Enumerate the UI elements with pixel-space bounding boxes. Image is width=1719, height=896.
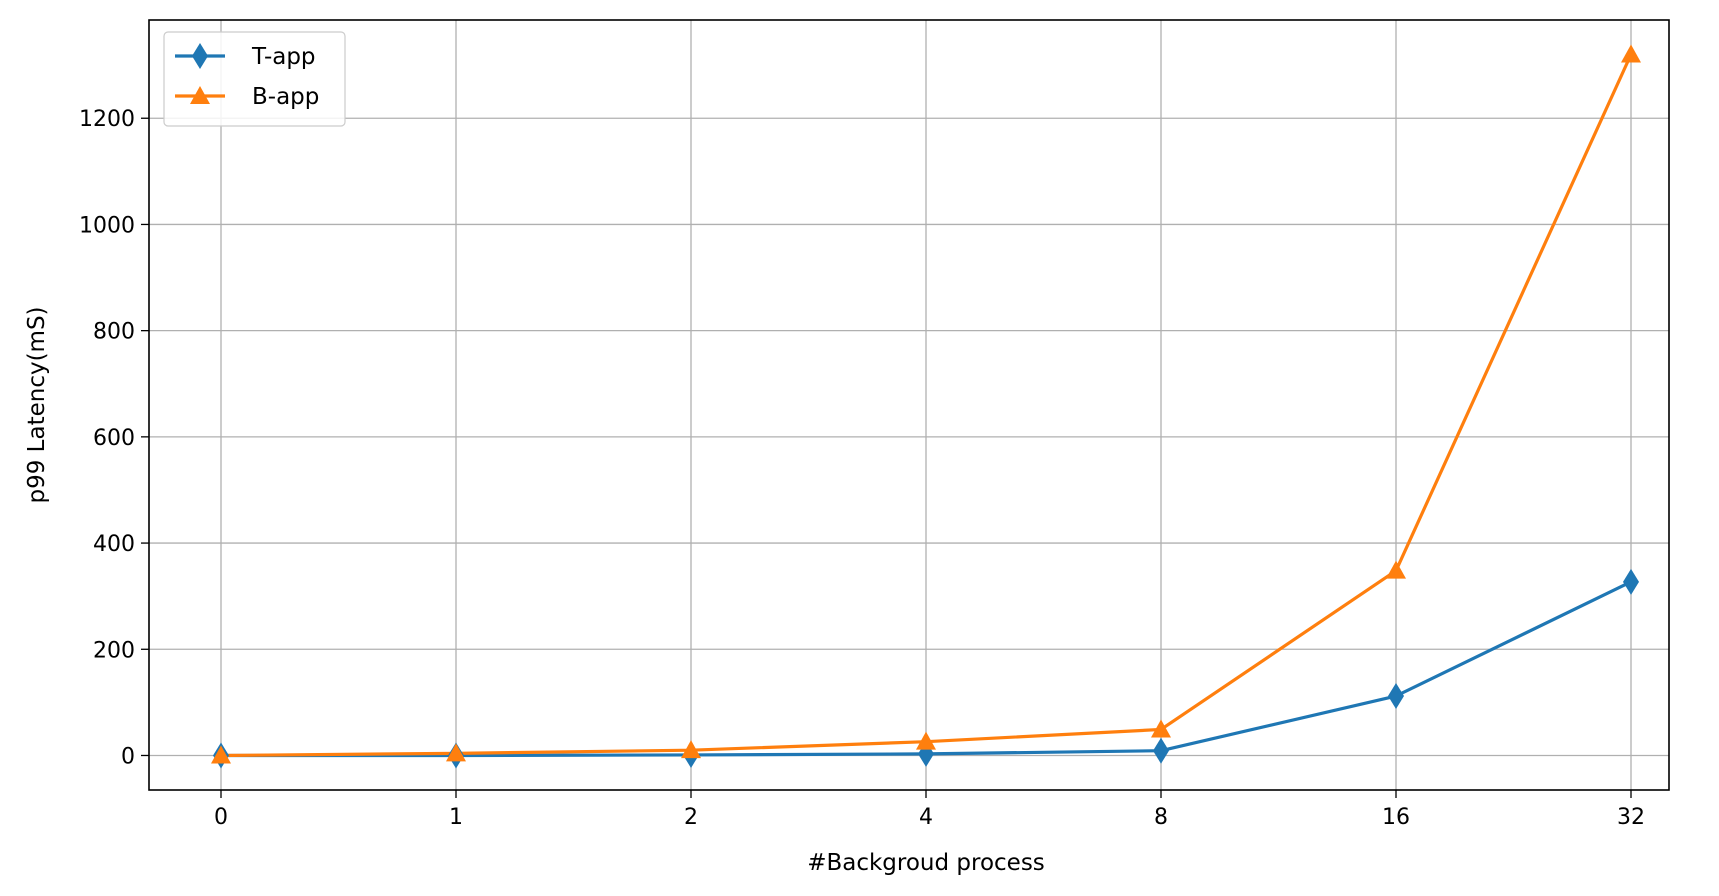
x-tick-label: 16	[1382, 805, 1410, 830]
b-app-data-point	[1386, 560, 1406, 579]
b-app-data-point	[446, 743, 466, 762]
x-tick-label: 1	[449, 805, 463, 830]
x-tick-label: 8	[1154, 805, 1168, 830]
b-app-data-point	[1151, 719, 1171, 738]
series-markers	[211, 44, 1641, 769]
b-app-data-point	[211, 745, 231, 764]
t-app-legend-label: T-app	[251, 44, 316, 70]
t-app-data-point	[1388, 683, 1404, 710]
t-app-legend-marker	[192, 43, 208, 69]
t-app-data-point	[1623, 568, 1639, 595]
b-app-legend-label: B-app	[252, 84, 319, 110]
x-tick-label: 0	[214, 805, 228, 830]
b-app-data-point	[1621, 44, 1641, 63]
y-tick-label: 600	[93, 426, 135, 451]
y-tick-label: 0	[121, 744, 135, 769]
t-app-data-point	[1153, 737, 1169, 764]
x-axis-ticks: 0 1 2 4 8 16 32	[214, 790, 1645, 830]
y-tick-label: 200	[93, 638, 135, 663]
x-tick-label: 2	[684, 805, 698, 830]
y-axis-label: p99 Latency(mS)	[24, 306, 50, 503]
plot-frame	[148, 19, 1670, 791]
grid-lines	[149, 20, 1669, 790]
x-axis-label: #Backgroud process	[807, 850, 1045, 876]
y-tick-label: 1000	[79, 213, 135, 238]
y-tick-label: 1200	[79, 107, 135, 132]
b-app-data-point	[681, 740, 701, 759]
y-tick-label: 800	[93, 320, 135, 345]
y-tick-label: 400	[93, 532, 135, 557]
b-app-legend-marker	[190, 86, 210, 104]
legend: T-app B-app	[163, 31, 346, 127]
x-tick-label: 4	[919, 805, 933, 830]
b-app-data-point	[916, 731, 936, 750]
x-tick-label: 32	[1617, 805, 1645, 830]
y-axis-ticks: 0 200 400 600 800 1000 1200	[79, 107, 149, 769]
